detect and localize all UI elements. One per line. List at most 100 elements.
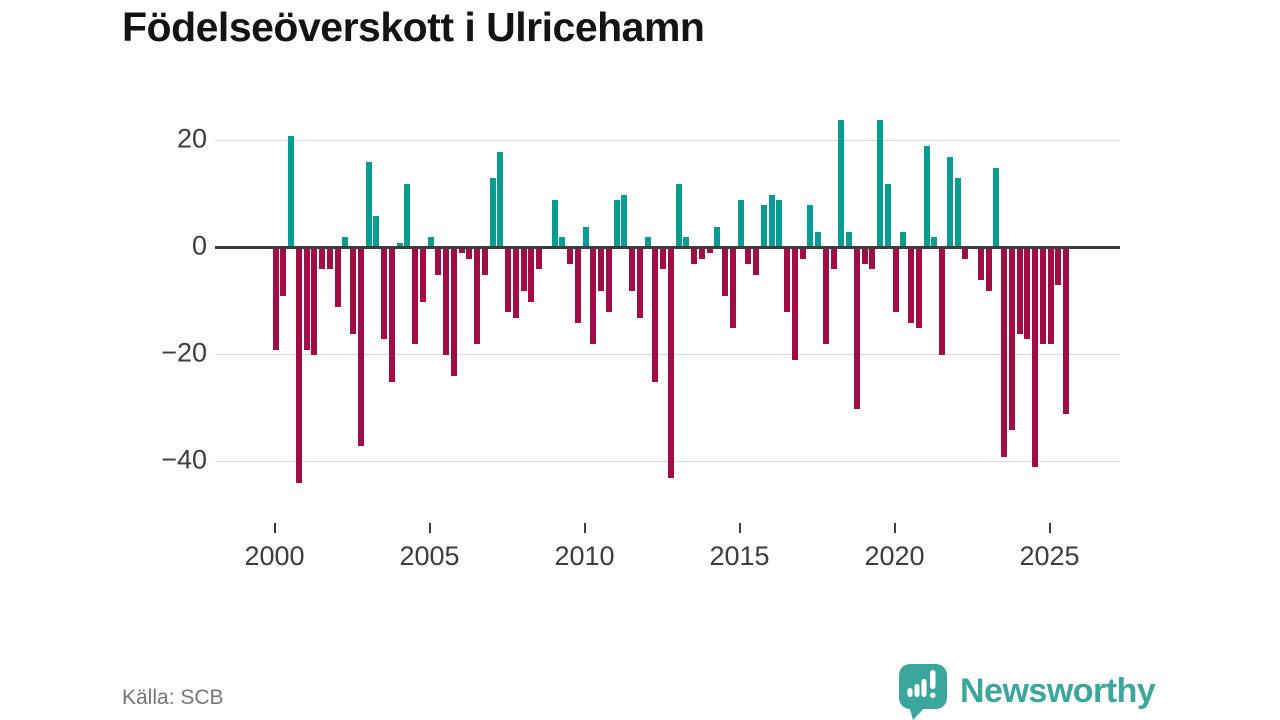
bar — [900, 231, 907, 248]
bar — [714, 226, 721, 248]
bar — [962, 248, 969, 259]
bar — [636, 248, 643, 318]
x-axis-tick-label: 2015 — [709, 541, 770, 571]
bar — [295, 248, 302, 484]
bar — [520, 248, 527, 291]
bar — [621, 194, 628, 248]
bar — [319, 248, 325, 270]
bar — [458, 248, 465, 254]
bar — [915, 248, 922, 329]
bar — [923, 146, 930, 248]
gridline — [215, 354, 1120, 355]
bar — [334, 248, 341, 307]
bar — [435, 248, 442, 275]
bar — [799, 248, 806, 259]
bar — [691, 248, 697, 265]
bar — [784, 248, 790, 313]
gridline — [215, 461, 1120, 462]
bar — [931, 237, 938, 248]
x-axis-tick-label: 2025 — [1019, 541, 1080, 571]
bar — [791, 248, 798, 361]
x-axis-tick — [738, 523, 741, 533]
bar — [412, 248, 418, 345]
bar — [605, 248, 612, 313]
x-axis-tick — [583, 523, 586, 533]
bar — [877, 119, 883, 248]
bar — [512, 248, 519, 318]
bar — [1055, 248, 1062, 286]
bar — [280, 248, 287, 297]
bar — [342, 237, 349, 248]
brand-footer: Newsworthy — [898, 662, 1156, 720]
y-axis-tick-label: −20 — [161, 337, 207, 368]
bar — [753, 248, 759, 275]
bar — [481, 248, 488, 275]
y-axis-tick-label: 0 — [191, 230, 207, 261]
bar — [303, 248, 310, 350]
x-axis-tick-label: 2010 — [554, 541, 615, 571]
bar — [1008, 248, 1015, 430]
bar — [288, 135, 294, 248]
bar — [946, 157, 953, 248]
bar — [551, 199, 558, 248]
bar — [667, 248, 674, 479]
x-axis-tick — [273, 523, 276, 533]
newsworthy-logo-icon — [899, 664, 947, 720]
x-axis-tick — [1048, 523, 1051, 533]
bar — [838, 119, 845, 248]
x-axis-tick — [893, 523, 896, 533]
bar — [776, 199, 783, 248]
bar — [1039, 248, 1046, 345]
bar — [474, 248, 480, 345]
x-axis-tick-label: 2005 — [399, 541, 460, 571]
bar — [450, 248, 457, 377]
gridline — [215, 140, 1120, 141]
x-axis-tick-label: 2000 — [244, 541, 305, 571]
bar — [590, 248, 597, 345]
bar — [357, 248, 364, 446]
bar — [404, 183, 411, 248]
bar — [427, 237, 434, 248]
bar — [954, 178, 961, 248]
bar — [698, 248, 705, 259]
bar — [993, 167, 1000, 248]
bar — [582, 226, 589, 248]
bar — [884, 183, 891, 248]
bar — [760, 205, 767, 248]
y-axis-tick-label: −40 — [161, 444, 207, 475]
bar — [977, 248, 984, 281]
x-axis-tick-label: 2020 — [864, 541, 925, 571]
bar — [396, 242, 403, 248]
bar — [1047, 248, 1054, 345]
bar — [892, 248, 899, 313]
brand-name: Newsworthy — [960, 671, 1156, 710]
bar — [559, 237, 566, 248]
bar — [768, 194, 775, 248]
bar — [443, 248, 449, 355]
bar — [822, 248, 829, 345]
bar — [528, 248, 535, 302]
bar — [350, 248, 356, 334]
bar — [830, 248, 837, 270]
bar — [388, 248, 395, 382]
bar — [745, 248, 752, 265]
bar — [853, 248, 860, 409]
bar — [311, 248, 318, 355]
bar — [629, 248, 635, 291]
bar — [706, 248, 713, 254]
bar — [861, 248, 868, 265]
x-axis-line — [215, 246, 1120, 249]
bar — [807, 205, 814, 248]
x-axis-tick — [428, 523, 431, 533]
bar — [567, 248, 573, 265]
bar — [1063, 248, 1069, 414]
bar — [574, 248, 581, 323]
bar — [644, 237, 651, 248]
y-axis-tick-label: 20 — [176, 123, 207, 154]
bar — [613, 199, 620, 248]
bar — [815, 231, 821, 248]
bar — [1001, 248, 1007, 457]
bar — [505, 248, 511, 313]
bar — [326, 248, 333, 270]
